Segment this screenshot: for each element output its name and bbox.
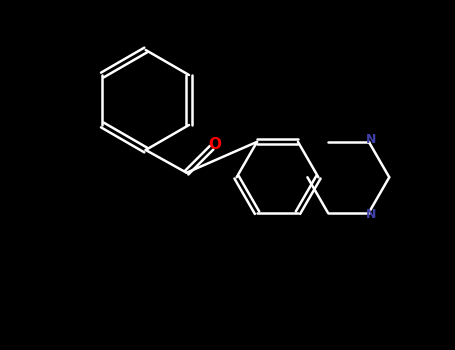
Text: N: N — [366, 209, 376, 222]
Text: N: N — [366, 133, 376, 146]
Text: O: O — [209, 136, 222, 152]
